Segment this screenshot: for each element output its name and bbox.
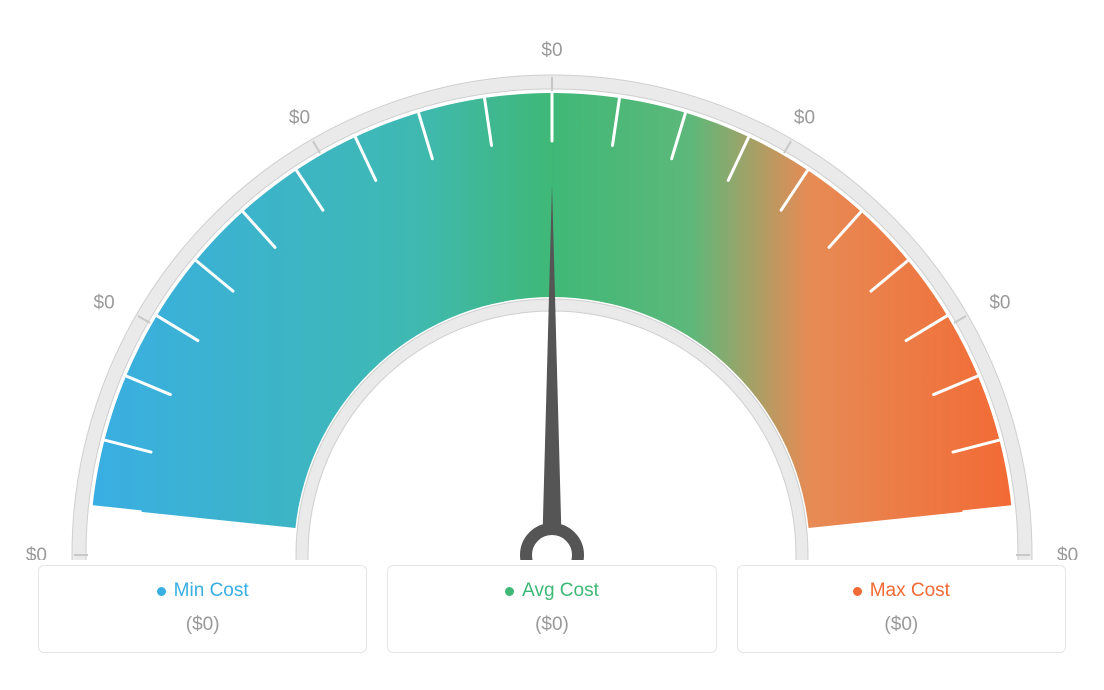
legend-dot-avg [505, 587, 514, 596]
legend-card-min: Min Cost ($0) [38, 565, 367, 653]
gauge-scale-label: $0 [541, 40, 562, 61]
gauge-scale-label: $0 [26, 545, 47, 560]
legend-value-avg: ($0) [398, 614, 705, 636]
legend-row: Min Cost ($0) Avg Cost ($0) Max Cost ($0… [0, 555, 1104, 653]
gauge-scale-label: $0 [289, 108, 310, 129]
gauge-needle-hub [526, 529, 578, 560]
legend-label-avg: Avg Cost [522, 580, 599, 602]
gauge-scale-label: $0 [794, 108, 815, 129]
gauge-scale-label: $0 [94, 293, 115, 314]
gauge-scale-label: $0 [989, 293, 1010, 314]
cost-gauge: $0$0$0$0$0$0$0 [0, 0, 1104, 555]
gauge-svg: $0 $0 $0 $0 $0 $0 $0 [0, 0, 1104, 560]
legend-label-max: Max Cost [870, 580, 950, 602]
legend-value-min: ($0) [49, 614, 356, 636]
legend-dot-max [853, 587, 862, 596]
gauge-scale-label: $0 [1057, 545, 1078, 560]
legend-card-avg: Avg Cost ($0) [387, 565, 716, 653]
legend-value-max: ($0) [748, 614, 1055, 636]
legend-dot-min [157, 587, 166, 596]
legend-label-min: Min Cost [174, 580, 249, 602]
legend-card-max: Max Cost ($0) [737, 565, 1066, 653]
